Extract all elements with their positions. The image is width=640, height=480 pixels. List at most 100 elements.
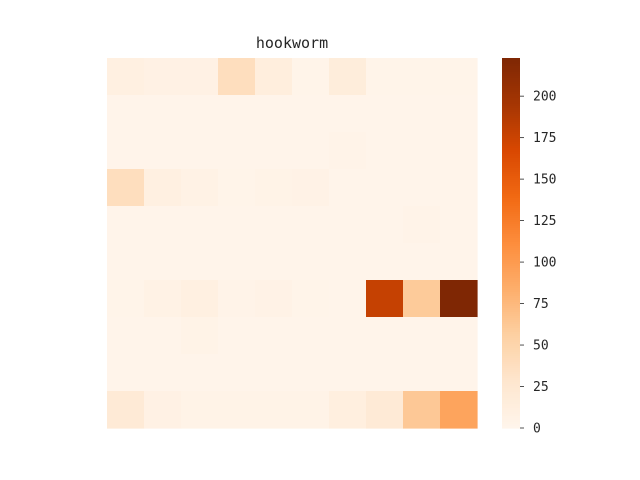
colorbar-segment [502,256,520,259]
colorbar-tick-label: 175 [533,131,556,146]
colorbar-segment [502,264,520,267]
heatmap-cell [181,206,219,244]
heatmap-cell [329,317,367,355]
heatmap-cell [255,132,293,170]
colorbar-segment [502,158,520,161]
colorbar-segment [502,380,520,383]
heatmap-cell [144,206,182,244]
colorbar-segment [502,180,520,183]
heatmap-cell [440,206,478,244]
colorbar-segment [502,252,520,255]
heatmap-cell [329,391,367,429]
heatmap-cell [218,132,256,170]
colorbar-segment [502,302,520,305]
heatmap-cell [181,280,219,318]
colorbar-segment [502,260,520,263]
colorbar-segment [502,98,520,101]
colorbar-segment [502,258,520,261]
colorbar-segment [502,286,520,289]
colorbar-segment [502,306,520,309]
heatmap-cell [255,391,293,429]
heatmap-cell [107,317,145,355]
heatmap-cell [329,354,367,392]
colorbar-segment [502,94,520,97]
heatmap-cell [329,280,367,318]
heatmap-cell [107,280,145,318]
colorbar-ticks: 0 25 50 75 100 125 150 175 200 [520,90,556,437]
colorbar-segment [502,408,520,411]
colorbar-segment [502,316,520,319]
colorbar-segment [502,340,520,343]
colorbar-tick-label: 75 [533,297,549,312]
colorbar-segment [502,120,520,123]
colorbar-segment [502,278,520,281]
colorbar-segment [502,404,520,407]
colorbar-segment [502,282,520,285]
colorbar-segment [502,208,520,211]
colorbar-segment [502,64,520,67]
colorbar-segment [502,114,520,117]
colorbar-segment [502,336,520,339]
colorbar-segment [502,156,520,159]
colorbar-segment [502,70,520,73]
heatmap-cell [366,317,404,355]
colorbar-segment [502,254,520,257]
colorbar-segment [502,360,520,363]
heatmap-cell [292,169,330,207]
heatmap-cell [440,354,478,392]
heatmap-cell [218,354,256,392]
heatmap-cell [366,95,404,133]
heatmap-cell [218,243,256,281]
colorbar-segment [502,288,520,291]
colorbar-segment [502,366,520,369]
colorbar-tick-label: 50 [533,339,549,354]
heatmap-cell [107,58,145,96]
colorbar-segment [502,126,520,129]
heatmap-cell [144,391,182,429]
heatmap-cell [107,169,145,207]
colorbar-segment [502,418,520,421]
colorbar-segment [502,238,520,241]
heatmap-cell [329,95,367,133]
colorbar-tick-label: 200 [533,90,556,105]
heatmap-cell [440,280,478,318]
heatmap-cell [292,95,330,133]
colorbar-segment [502,318,520,321]
colorbar-segment [502,242,520,245]
colorbar-segment [502,236,520,239]
colorbar-segment [502,200,520,203]
colorbar-segment [502,426,520,429]
colorbar-segment [502,356,520,359]
colorbar-segment [502,76,520,79]
colorbar-segment [502,192,520,195]
colorbar-segment [502,124,520,127]
colorbar-segment [502,246,520,249]
colorbar-segment [502,308,520,311]
heatmap-cell [255,354,293,392]
colorbar-segment [502,304,520,307]
colorbar-segment [502,174,520,177]
heatmap-cell [144,58,182,96]
heatmap-cell [255,206,293,244]
heatmap-cell [107,132,145,170]
heatmap-cell [181,169,219,207]
heatmap-cell [218,280,256,318]
colorbar-segment [502,214,520,217]
colorbar-segment [502,226,520,229]
colorbar-segment [502,284,520,287]
heatmap-cell [403,132,441,170]
colorbar-segment [502,172,520,175]
colorbar-segment [502,396,520,399]
colorbar-segment [502,328,520,331]
colorbar-segment [502,178,520,181]
colorbar-segment [502,168,520,171]
colorbar-segment [502,132,520,135]
heatmap-cell [181,95,219,133]
colorbar-segment [502,128,520,131]
colorbar-segment [502,244,520,247]
colorbar-segment [502,352,520,355]
heatmap-cell [144,280,182,318]
colorbar-segment [502,392,520,395]
heatmap-cell [329,169,367,207]
heatmap-cell [366,243,404,281]
